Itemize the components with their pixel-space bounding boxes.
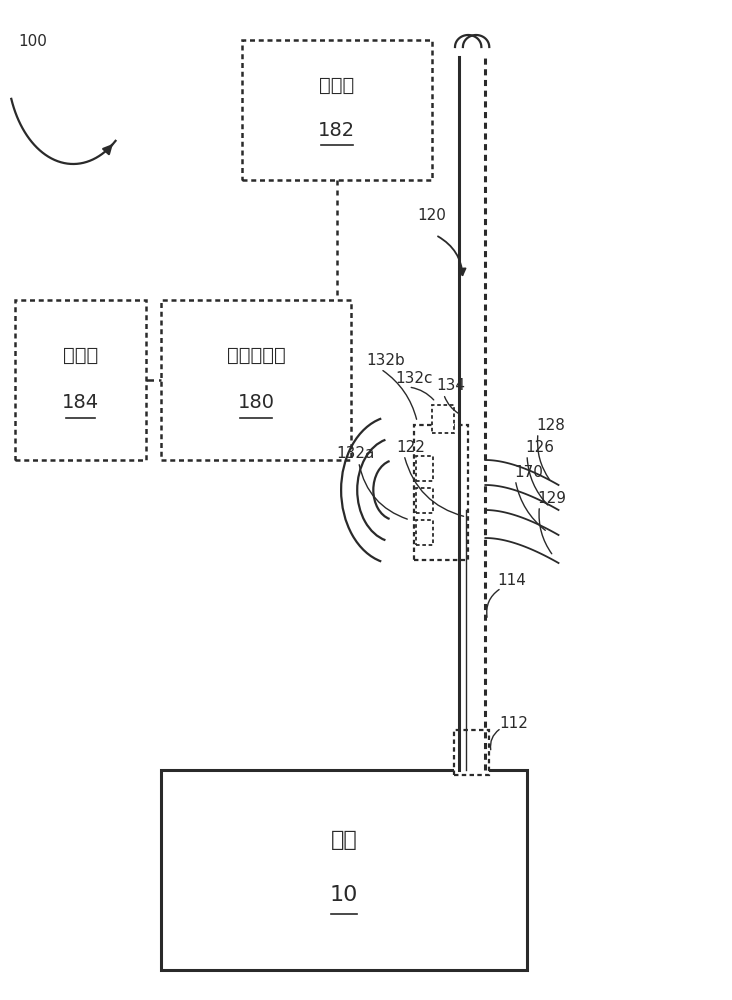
Text: 134: 134 — [436, 378, 466, 393]
Text: 128: 128 — [536, 418, 564, 433]
Bar — [414, 425, 468, 560]
Text: 10: 10 — [330, 885, 358, 905]
Text: 132b: 132b — [366, 353, 405, 368]
Text: 132a: 132a — [337, 446, 375, 461]
Text: 129: 129 — [537, 491, 567, 506]
Bar — [454, 730, 489, 775]
Text: 服务器: 服务器 — [63, 346, 98, 364]
Bar — [161, 770, 527, 970]
Bar — [416, 488, 433, 513]
Text: 170: 170 — [514, 465, 542, 480]
Text: 126: 126 — [526, 440, 555, 455]
Bar — [416, 456, 433, 481]
Text: 132c: 132c — [395, 371, 433, 386]
Text: 外部控制器: 外部控制器 — [227, 346, 285, 364]
Text: 装置: 装置 — [331, 830, 357, 850]
Bar — [432, 405, 454, 433]
Bar — [15, 300, 146, 460]
Text: 182: 182 — [318, 121, 355, 140]
Text: 180: 180 — [238, 392, 274, 412]
Text: 100: 100 — [18, 34, 47, 49]
Text: 112: 112 — [499, 716, 528, 731]
Bar — [242, 40, 432, 180]
Bar — [161, 300, 351, 460]
Text: 114: 114 — [498, 573, 526, 588]
Bar — [416, 520, 433, 545]
Text: 显示器: 显示器 — [319, 76, 354, 95]
Text: 120: 120 — [417, 208, 446, 223]
Text: 122: 122 — [397, 440, 425, 455]
Text: 184: 184 — [62, 392, 99, 412]
